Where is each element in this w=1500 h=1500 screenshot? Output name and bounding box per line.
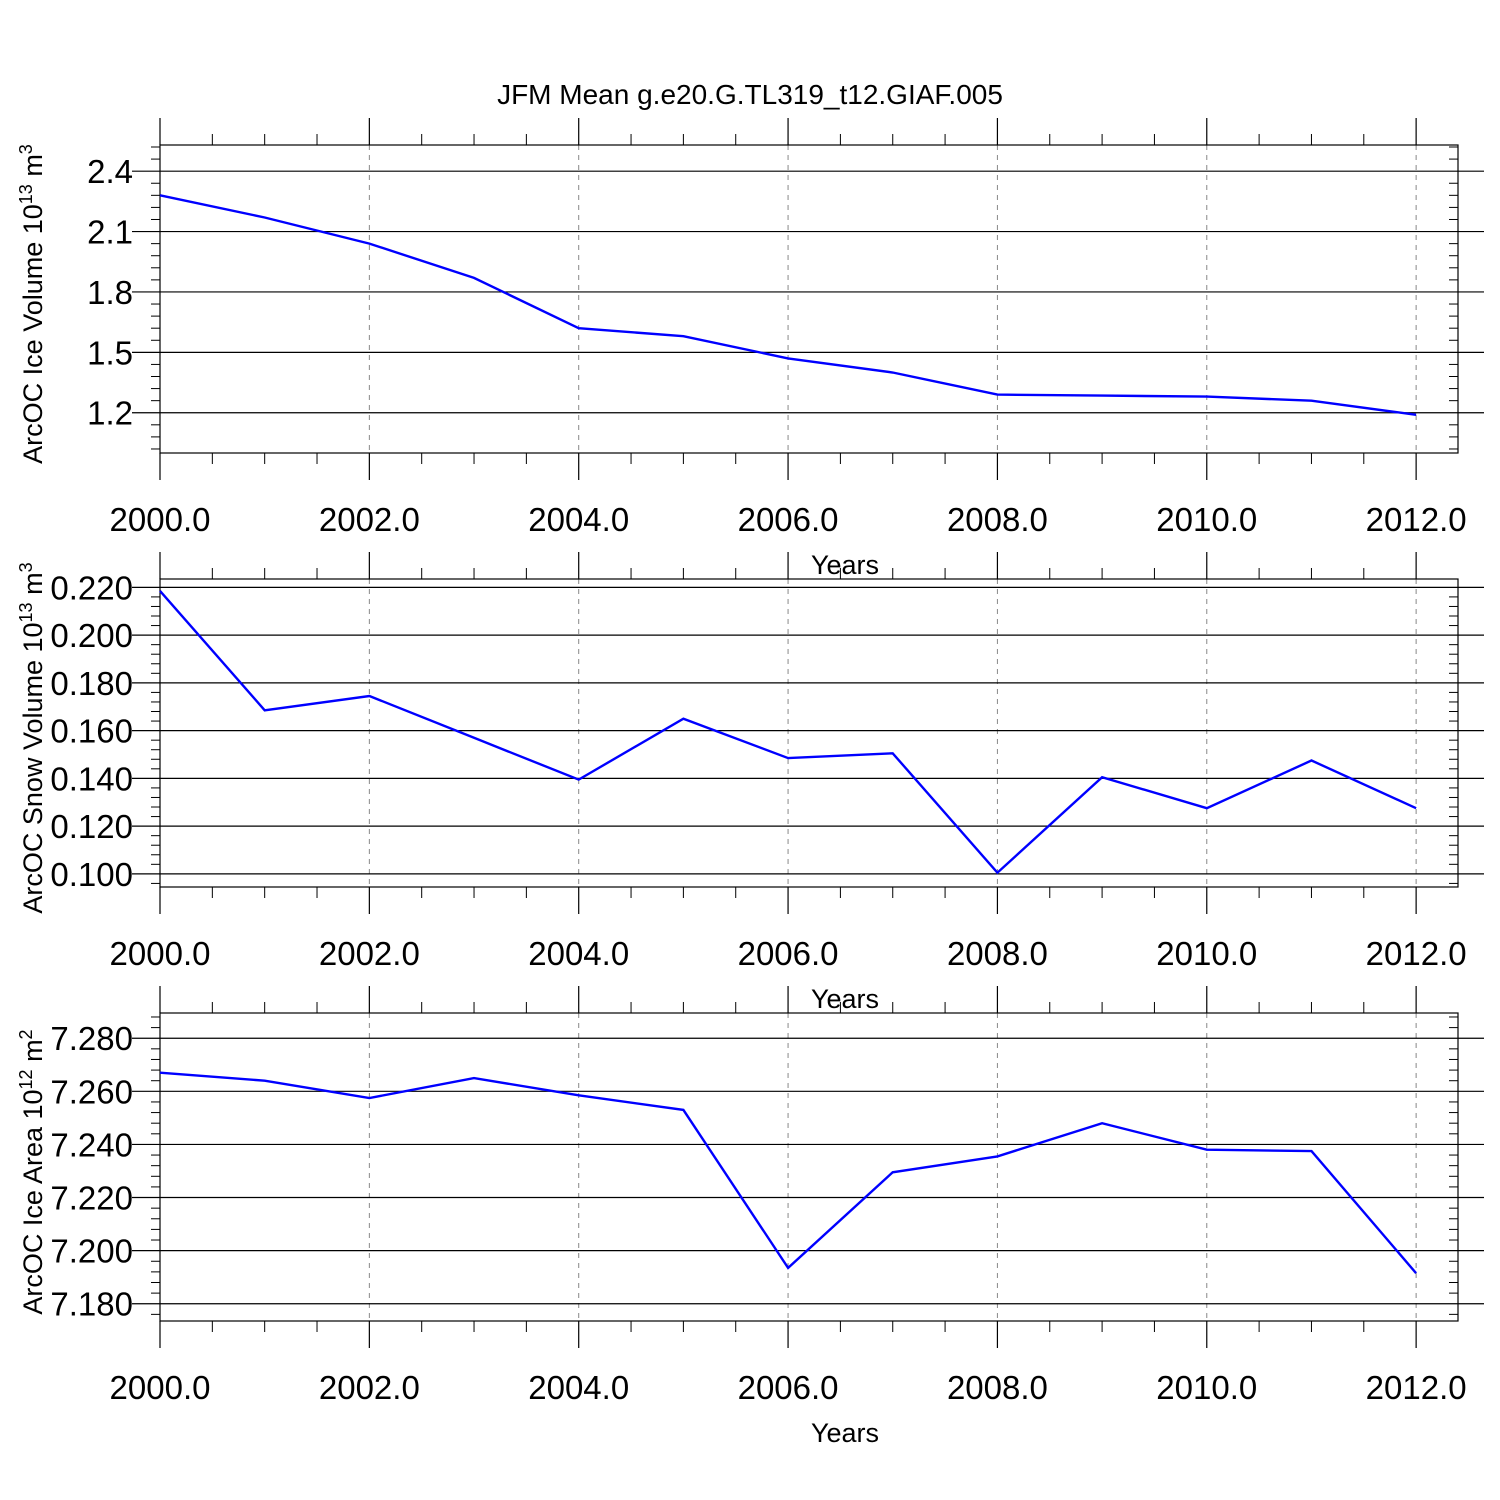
y-tick-label: 1.5 [87,334,133,371]
y-axis-label-part: ArcOC Snow Volume 10 [18,622,48,913]
y-tick-label: 1.8 [87,274,133,311]
y-tick-label: 7.180 [50,1286,133,1323]
series-line [159,194,1417,416]
y-axis-label-part: ArcOC Ice Area 10 [18,1089,48,1314]
x-tick-label: 2010.0 [1156,501,1257,538]
y-tick-label: 7.280 [50,1020,133,1057]
y-axis-label-part: m [18,1039,48,1069]
x-tick-label: 2004.0 [528,501,629,538]
x-tick-label: 2008.0 [947,501,1048,538]
y-axis-label-part: 13 [16,602,36,622]
x-tick-label: 2012.0 [1366,935,1467,972]
y-axis-label-part: 13 [16,184,36,204]
x-tick-label: 2004.0 [528,1369,629,1406]
x-axis-label: Years [811,550,879,580]
plot-frame [159,1012,1459,1322]
y-tick-label: 0.220 [50,569,133,606]
x-tick-label: 2010.0 [1156,1369,1257,1406]
y-tick-label: 1.2 [87,395,133,432]
x-tick-label: 2012.0 [1366,1369,1467,1406]
y-tick-label: 0.100 [50,856,133,893]
x-tick-label: 2006.0 [738,501,839,538]
x-tick-label: 2010.0 [1156,935,1257,972]
y-tick-label: 7.200 [50,1233,133,1270]
y-axis-label: ArcOC Ice Volume 1013 m3 [16,144,48,464]
y-axis-label-part: m [18,154,48,184]
series-line [159,590,1417,875]
chart-panel-2: 2000.0 2002.0 2004.0 2006.0 2008.0 2010.0 2012… [16,552,1484,1014]
y-tick-label: 0.160 [50,713,133,750]
y-axis-label-part: 3 [16,562,36,572]
y-axis-label-part: 2 [16,1029,36,1039]
y-axis-label: ArcOC Ice Area 1012 m2 [16,1029,48,1314]
y-axis-label: ArcOC Snow Volume 1013 m3 [16,562,48,913]
panels: 2000.0 2002.0 2004.0 2006.0 2008.0 2010.0 2012… [16,118,1484,1448]
chart-panel-3: 2000.0 2002.0 2004.0 2006.0 2008.0 2010.0 2012… [16,986,1484,1448]
x-tick-label: 2000.0 [110,501,211,538]
y-tick-label: 7.240 [50,1126,133,1163]
y-tick-label: 0.120 [50,808,133,845]
x-tick-label: 2006.0 [738,935,839,972]
x-axis-label: Years [811,1418,879,1448]
x-tick-label: 2002.0 [319,501,420,538]
y-tick-label: 7.260 [50,1073,133,1110]
y-tick-label: 2.4 [87,153,133,190]
y-tick-label: 0.200 [50,617,133,654]
x-tick-label: 2000.0 [110,935,211,972]
y-tick-label: 7.220 [50,1180,133,1217]
y-tick-label: 0.140 [50,760,133,797]
y-axis-label-part: 3 [16,144,36,154]
y-axis-label-part: ArcOC Ice Volume 10 [18,204,48,464]
x-tick-label: 2008.0 [947,935,1048,972]
y-axis-label-part: 12 [16,1069,36,1089]
y-tick-label: 0.180 [50,665,133,702]
x-tick-label: 2004.0 [528,935,629,972]
plot-frame [159,144,1459,454]
x-axis-label: Years [811,984,879,1014]
x-tick-label: 2006.0 [738,1369,839,1406]
plot-frame [159,578,1459,888]
x-tick-label: 2002.0 [319,935,420,972]
x-tick-label: 2002.0 [319,1369,420,1406]
y-axis-label-part: m [18,572,48,602]
x-tick-label: 2008.0 [947,1369,1048,1406]
y-tick-label: 2.1 [87,214,133,251]
x-tick-label: 2012.0 [1366,501,1467,538]
chart-panel-1: 2000.0 2002.0 2004.0 2006.0 2008.0 2010.0 2012… [16,118,1484,580]
series-line [159,1071,1418,1274]
figure-title: JFM Mean g.e20.G.TL319_t12.GIAF.005 [497,79,1003,110]
x-tick-label: 2000.0 [110,1369,211,1406]
